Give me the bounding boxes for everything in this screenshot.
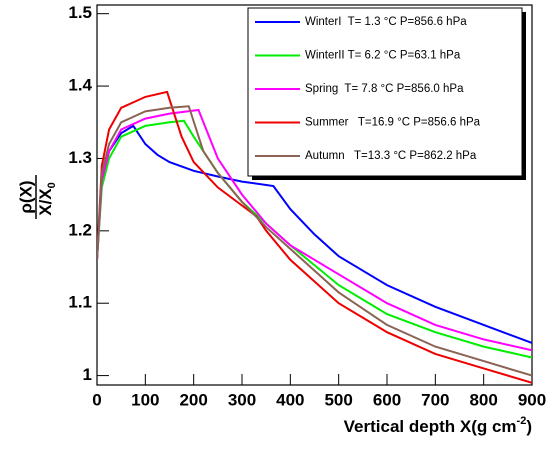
- series-line: [97, 105, 532, 377]
- series-line: [97, 90, 532, 384]
- y-tick-label: 1: [83, 365, 92, 384]
- legend-box: [247, 7, 523, 177]
- x-tick-label: 900: [518, 390, 546, 409]
- x-label-sup: -2: [517, 415, 527, 427]
- x-label-end: ): [526, 417, 532, 436]
- legend-label: WinterI T= 1.3 °C P=856.6 hPa: [305, 16, 467, 28]
- legend-label: WinterII T= 6.2 °C P=63.1 hPa: [305, 50, 461, 62]
- x-tick-label: 100: [131, 390, 159, 409]
- y-tick-label: 1.3: [68, 148, 92, 167]
- x-label-text: Vertical depth X(g cm: [344, 417, 517, 436]
- x-tick-label: 800: [469, 390, 497, 409]
- x-tick-label: 500: [324, 390, 352, 409]
- y-label-numerator: ρ(X): [16, 180, 35, 213]
- x-tick-label: 200: [179, 390, 207, 409]
- y-axis-label: ρ(X) X/X0: [16, 175, 58, 219]
- legend: WinterI T= 1.3 °C P=856.6 hPa WinterII T=…: [247, 7, 526, 180]
- x-tick-label: 0: [92, 390, 101, 409]
- y-tick-label: 1.2: [68, 220, 92, 239]
- x-axis-label: Vertical depth X(g cm-2): [344, 415, 532, 437]
- y-label-sub: 0: [46, 182, 58, 188]
- y-tick-label: 1.1: [68, 293, 92, 312]
- y-tick-label: 1.4: [68, 76, 92, 95]
- x-tick-label: 400: [276, 390, 304, 409]
- legend-label: Autumn T=13.3 °C P=862.2 hPa: [305, 150, 477, 162]
- y-tick-label: 1.5: [68, 3, 92, 22]
- x-tick-label: 700: [421, 390, 449, 409]
- y-label-denominator: X/X0: [36, 182, 57, 216]
- x-tick-label: 300: [228, 390, 256, 409]
- y-label-den-text: X/X: [36, 188, 55, 216]
- legend-label: Spring T= 7.8 °C P=856.0 hPa: [305, 83, 464, 95]
- plot-frame: [96, 4, 533, 386]
- legend-label: Summer T=16.9 °C P=856.6 hPa: [305, 117, 481, 129]
- x-tick-label: 600: [373, 390, 401, 409]
- series-line: [97, 124, 532, 344]
- series-line: [97, 108, 532, 352]
